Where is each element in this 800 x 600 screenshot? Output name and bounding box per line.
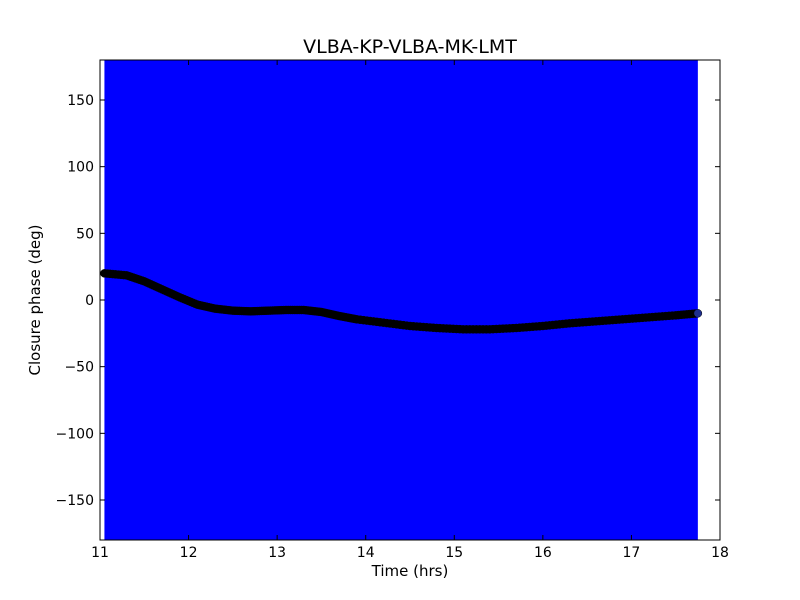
- data-points: [100, 269, 703, 334]
- x-tick-label: 14: [357, 545, 375, 561]
- x-ticks: 11 12 13 14 15 16 17 18: [91, 60, 729, 561]
- x-axis-label: Time (hrs): [371, 562, 449, 580]
- x-tick-label: 18: [711, 545, 729, 561]
- x-tick-label: 17: [623, 545, 641, 561]
- plot-area: 11 12 13 14 15 16 17 18 150 100 50 0 −50 −100 −150: [56, 59, 729, 561]
- y-tick-label: −150: [56, 493, 94, 509]
- y-tick-label: −50: [64, 360, 94, 376]
- x-tick-label: 15: [445, 545, 463, 561]
- chart-title: VLBA-KP-VLBA-MK-LMT: [303, 36, 517, 58]
- y-axis-label: Closure phase (deg): [26, 225, 44, 376]
- y-ticks: 150 100 50 0 −50 −100 −150: [56, 93, 720, 509]
- x-tick-label: 13: [268, 545, 286, 561]
- y-tick-label: 0: [85, 293, 94, 309]
- x-tick-label: 11: [91, 545, 109, 561]
- y-tick-label: 100: [67, 160, 94, 176]
- x-tick-label: 16: [534, 545, 552, 561]
- y-tick-label: 50: [76, 226, 94, 242]
- y-tick-label: −100: [56, 426, 94, 442]
- x-tick-label: 12: [180, 545, 198, 561]
- data-point: [693, 309, 703, 318]
- error-band: [104, 60, 698, 540]
- y-tick-label: 150: [67, 93, 94, 109]
